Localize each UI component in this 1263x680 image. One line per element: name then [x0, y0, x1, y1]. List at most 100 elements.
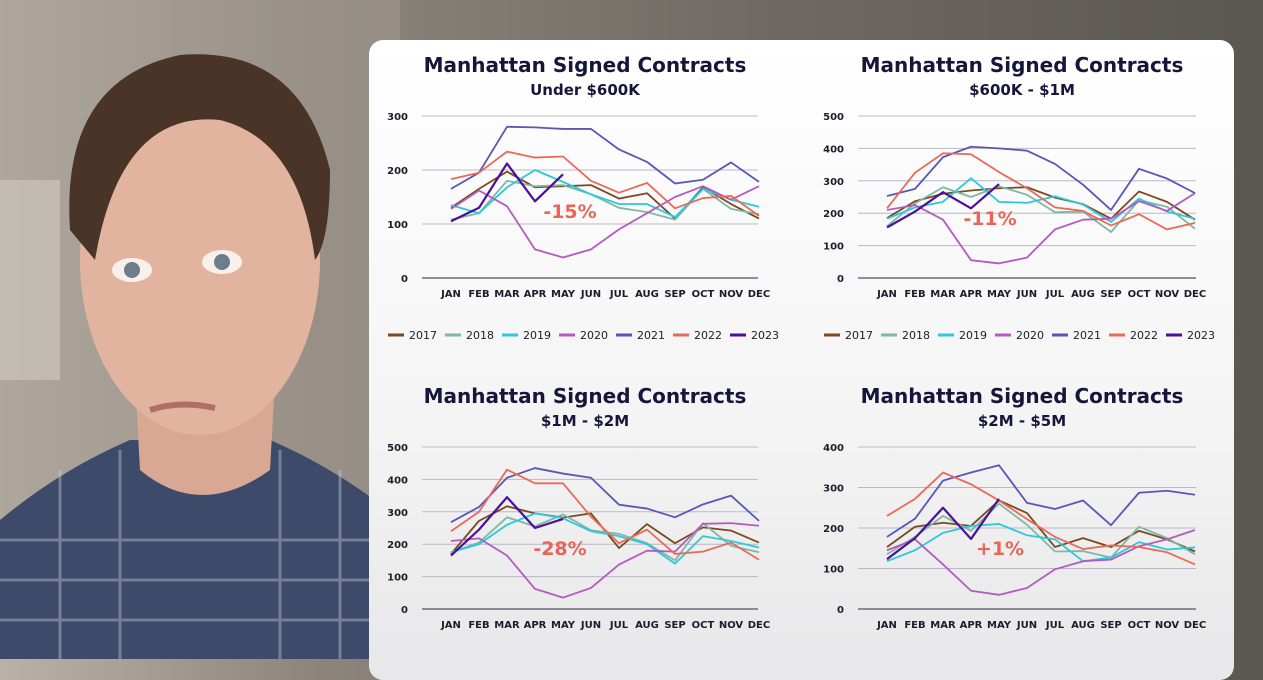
- y-tick-label: 200: [823, 209, 844, 220]
- y-tick-label: 100: [823, 242, 844, 253]
- x-tick-label: JAN: [876, 289, 897, 300]
- x-tick-label: FEB: [904, 620, 925, 631]
- x-tick-label: FEB: [468, 289, 489, 300]
- chart-title: Manhattan Signed Contracts: [424, 53, 747, 77]
- legend-label-2017: 2017: [845, 329, 873, 342]
- series-line-2020: [450, 185, 760, 259]
- chart-title: Manhattan Signed Contracts: [861, 384, 1184, 408]
- x-tick-label: MAR: [494, 289, 520, 300]
- y-tick-label: 400: [823, 144, 844, 155]
- y-tick-label: 100: [823, 565, 844, 576]
- x-tick-label: MAY: [987, 620, 1012, 631]
- chart-title: Manhattan Signed Contracts: [861, 53, 1184, 77]
- y-tick-label: 300: [387, 508, 408, 519]
- x-tick-label: SEP: [664, 620, 685, 631]
- series-line-2021: [886, 464, 1196, 538]
- x-tick-label: MAY: [987, 289, 1012, 300]
- series-line-2019: [886, 177, 1196, 223]
- x-tick-label: JUN: [580, 289, 601, 300]
- x-tick-label: FEB: [904, 289, 925, 300]
- x-tick-label: MAY: [551, 620, 576, 631]
- change-annotation: -28%: [533, 538, 586, 560]
- y-tick-label: 300: [823, 177, 844, 188]
- x-tick-label: APR: [960, 620, 983, 631]
- chart-panel: [369, 40, 1234, 680]
- x-tick-label: OCT: [692, 620, 715, 631]
- x-tick-label: JUN: [580, 620, 601, 631]
- series-line-2023: [886, 498, 1000, 561]
- y-tick-label: 200: [823, 524, 844, 535]
- series-line-2019: [450, 169, 760, 218]
- series-line-2021: [886, 145, 1196, 211]
- legend-label-2021: 2021: [1073, 329, 1101, 342]
- legend-label-2023: 2023: [751, 329, 779, 342]
- series-line-2020: [886, 192, 1196, 265]
- series-line-2022: [450, 150, 760, 217]
- x-tick-label: MAR: [930, 289, 956, 300]
- legend-label-2022: 2022: [1130, 329, 1158, 342]
- charts-svg: Manhattan Signed Contracts Under $600K 0 10…: [387, 53, 1215, 631]
- x-tick-label: OCT: [1128, 620, 1151, 631]
- x-tick-label: MAY: [551, 289, 576, 300]
- y-tick-label: 0: [401, 274, 408, 285]
- change-annotation: -15%: [543, 201, 596, 223]
- series-line-2023: [886, 183, 1000, 229]
- x-tick-label: AUG: [635, 289, 659, 300]
- series-line-2019: [886, 523, 1196, 563]
- y-tick-label: 200: [387, 166, 408, 177]
- x-tick-label: DEC: [748, 620, 770, 631]
- change-annotation: +1%: [976, 538, 1024, 560]
- series-line-2023: [450, 496, 564, 557]
- y-tick-label: 100: [387, 573, 408, 584]
- series-line-2017: [886, 499, 1196, 553]
- y-tick-label: 400: [823, 443, 844, 454]
- chart-subtitle: Under $600K: [530, 81, 641, 99]
- x-tick-label: NOV: [1155, 620, 1180, 631]
- y-tick-label: 300: [823, 484, 844, 495]
- series-line-2022: [886, 471, 1196, 566]
- x-tick-label: SEP: [664, 289, 685, 300]
- chart-subtitle: $2M - $5M: [978, 412, 1066, 430]
- presenter-video: [0, 0, 400, 659]
- series-line-2018: [450, 179, 760, 221]
- legend-label-2022: 2022: [694, 329, 722, 342]
- y-tick-label: 0: [837, 605, 844, 616]
- x-tick-label: NOV: [1155, 289, 1180, 300]
- x-tick-label: AUG: [1071, 289, 1095, 300]
- x-tick-label: FEB: [468, 620, 489, 631]
- x-tick-label: JUL: [609, 289, 629, 300]
- series-line-2023: [450, 162, 564, 223]
- chart-subtitle: $1M - $2M: [541, 412, 629, 430]
- x-tick-label: JAN: [440, 289, 461, 300]
- x-tick-label: DEC: [748, 289, 770, 300]
- x-tick-label: SEP: [1100, 620, 1121, 631]
- x-tick-label: DEC: [1184, 620, 1206, 631]
- series-line-2021: [450, 125, 760, 190]
- legend-label-2020: 2020: [580, 329, 608, 342]
- series-line-2020: [450, 522, 760, 599]
- x-tick-label: SEP: [1100, 289, 1121, 300]
- y-tick-label: 400: [387, 475, 408, 486]
- x-tick-label: OCT: [1128, 289, 1151, 300]
- y-tick-label: 0: [837, 274, 844, 285]
- x-tick-label: MAR: [930, 620, 956, 631]
- legend-label-2020: 2020: [1016, 329, 1044, 342]
- chart-title: Manhattan Signed Contracts: [424, 384, 747, 408]
- x-tick-label: APR: [524, 620, 547, 631]
- series-line-2022: [886, 152, 1196, 231]
- series-line-2022: [450, 468, 760, 561]
- legend-label-2019: 2019: [523, 329, 551, 342]
- legend-label-2019: 2019: [959, 329, 987, 342]
- chart-subtitle: $600K - $1M: [969, 81, 1075, 99]
- series-line-2019: [450, 512, 760, 565]
- series-line-2020: [886, 529, 1196, 596]
- x-tick-label: JUL: [1045, 620, 1065, 631]
- legend-label-2018: 2018: [466, 329, 494, 342]
- y-tick-label: 100: [387, 220, 408, 231]
- x-tick-label: JAN: [440, 620, 461, 631]
- x-tick-label: NOV: [719, 289, 744, 300]
- x-tick-label: APR: [960, 289, 983, 300]
- x-tick-label: OCT: [692, 289, 715, 300]
- y-tick-label: 0: [401, 605, 408, 616]
- series-line-2021: [450, 467, 760, 523]
